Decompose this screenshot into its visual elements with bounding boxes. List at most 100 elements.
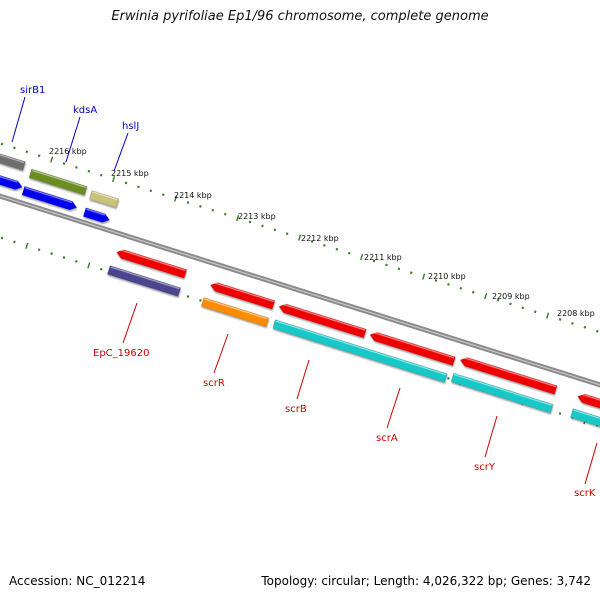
gene-leader-line bbox=[296, 359, 310, 400]
gene-label: scrR bbox=[203, 378, 225, 389]
inner-tick bbox=[62, 256, 66, 259]
outer-tick bbox=[25, 150, 29, 154]
outer-tick bbox=[533, 310, 537, 314]
ruler-label: 2208 kbp bbox=[557, 309, 595, 318]
outer-tick bbox=[484, 293, 488, 300]
outer-tick bbox=[50, 156, 54, 163]
outer-tick bbox=[137, 185, 140, 189]
cog-bar bbox=[450, 372, 554, 414]
outer-tick bbox=[211, 208, 215, 212]
gene-leader-line bbox=[65, 116, 81, 163]
gene-arrow bbox=[210, 281, 276, 310]
outer-tick bbox=[323, 244, 326, 247]
inner-tick bbox=[99, 267, 103, 271]
outer-tick-ring bbox=[0, 142, 599, 333]
inner-tick bbox=[558, 412, 562, 415]
gene-arrow bbox=[369, 331, 456, 366]
outer-tick bbox=[37, 154, 41, 158]
gene-label: sirB1 bbox=[20, 85, 45, 96]
outer-tick bbox=[13, 146, 16, 150]
outer-tick bbox=[434, 279, 438, 282]
outer-tick bbox=[310, 240, 314, 243]
outer-tick bbox=[174, 195, 178, 202]
gene-leader-line bbox=[122, 302, 138, 344]
gene-arrow bbox=[116, 248, 188, 279]
outer-tick bbox=[335, 247, 339, 251]
outer-tick bbox=[236, 215, 240, 222]
chromosome-backbone bbox=[0, 193, 600, 388]
outer-tick bbox=[347, 251, 351, 255]
accession-text: Accession: NC_012214 bbox=[9, 574, 146, 588]
gene-leader-line bbox=[11, 96, 26, 143]
cog-bar bbox=[570, 408, 600, 428]
gene-arrow bbox=[577, 393, 600, 411]
outer-tick bbox=[99, 173, 103, 177]
inner-tick bbox=[87, 262, 91, 269]
ruler-label: 2213 kbp bbox=[238, 212, 276, 221]
outer-tick bbox=[360, 254, 364, 261]
inner-tick bbox=[25, 242, 29, 249]
gene-label: scrK bbox=[574, 488, 596, 499]
inner-tick bbox=[75, 260, 78, 263]
outer-tick bbox=[285, 232, 289, 236]
gene-arrow bbox=[459, 356, 558, 395]
outer-tick bbox=[199, 205, 202, 208]
genome-summary-text: Topology: circular; Length: 4,026,322 bp… bbox=[261, 574, 591, 588]
gene-label: scrA bbox=[376, 433, 398, 444]
outer-tick bbox=[75, 166, 78, 169]
inner-tick bbox=[37, 248, 41, 252]
inner-tick bbox=[199, 299, 202, 302]
inner-tick bbox=[186, 295, 190, 298]
outer-tick bbox=[87, 169, 91, 173]
outer-tick bbox=[397, 267, 401, 271]
outer-tick bbox=[521, 306, 525, 310]
outer-tick bbox=[248, 220, 252, 224]
outer-tick bbox=[186, 201, 190, 204]
outer-tick bbox=[161, 193, 165, 197]
gene-arrow bbox=[82, 207, 110, 223]
outer-tick bbox=[223, 212, 227, 216]
gene-leader-line bbox=[584, 442, 598, 485]
outer-tick bbox=[0, 142, 4, 146]
gene-features bbox=[0, 149, 600, 428]
outer-tick bbox=[273, 228, 277, 232]
outer-tick bbox=[298, 234, 302, 241]
map-title: Erwinia pyrifoliae Ep1/96 chromosome, co… bbox=[111, 9, 489, 24]
ruler-labels: 2216 kbp 2215 kbp 2214 kbp 2213 kbp 2212 kbp… bbox=[49, 147, 595, 318]
outer-tick bbox=[422, 273, 426, 280]
cog-bar bbox=[88, 190, 120, 208]
ruler-label: 2215 kbp bbox=[111, 169, 149, 178]
ruler-label: 2214 kbp bbox=[174, 191, 212, 200]
outer-tick bbox=[471, 290, 475, 294]
outer-tick bbox=[509, 302, 512, 306]
gene-label: EpC_19620 bbox=[93, 348, 149, 359]
gene-arrow bbox=[278, 303, 367, 339]
gene-leader-line bbox=[213, 333, 229, 374]
outer-tick bbox=[496, 298, 500, 302]
gene-leader-line bbox=[386, 387, 401, 429]
inner-tick bbox=[0, 236, 4, 240]
outer-tick bbox=[583, 325, 587, 329]
gene-labels: sirB1 kdsA hslJ EpC_19620 scrR scrB scrA scrY sc… bbox=[11, 85, 598, 499]
inner-tick bbox=[50, 252, 53, 255]
outer-tick bbox=[112, 176, 116, 183]
ruler-label: 2211 kbp bbox=[364, 253, 402, 262]
gene-label: scrY bbox=[474, 462, 496, 473]
gene-arrow bbox=[21, 185, 78, 211]
cog-bar bbox=[200, 297, 270, 327]
ruler-label: 2210 kbp bbox=[428, 272, 466, 281]
outer-tick bbox=[447, 283, 450, 286]
gene-label: hslJ bbox=[122, 121, 139, 132]
ruler-label: 2216 kbp bbox=[49, 147, 87, 156]
gene-arrow bbox=[0, 172, 23, 190]
gene-leader-line bbox=[484, 415, 498, 458]
gene-label: scrB bbox=[285, 404, 307, 415]
ruler-label: 2212 kbp bbox=[301, 234, 339, 243]
outer-tick bbox=[261, 224, 264, 228]
outer-tick bbox=[385, 263, 388, 267]
outer-tick bbox=[558, 318, 562, 321]
ruler-label: 2209 kbp bbox=[492, 292, 530, 301]
outer-tick bbox=[372, 259, 376, 263]
cog-bar bbox=[28, 168, 88, 196]
